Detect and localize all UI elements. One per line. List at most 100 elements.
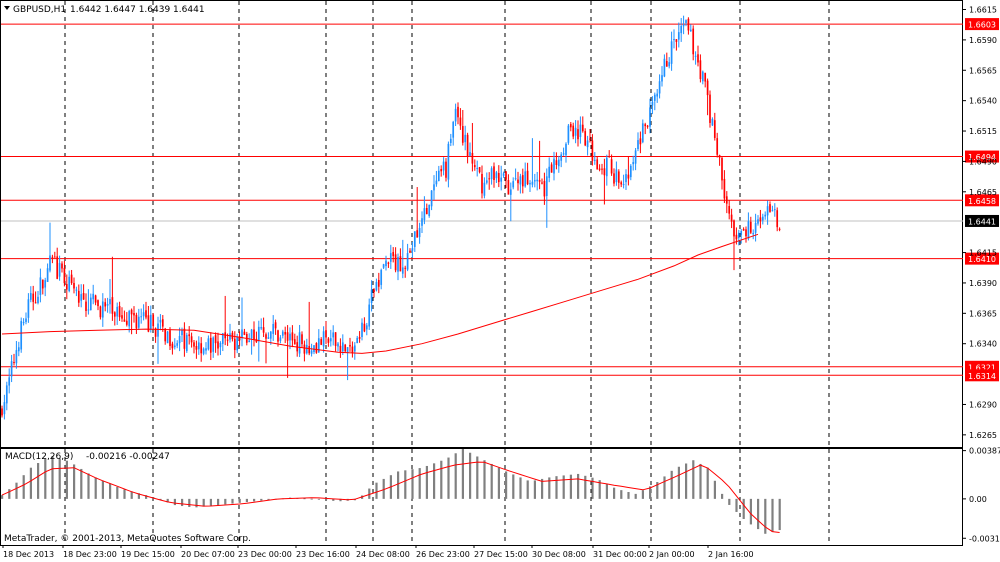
candle-body[interactable]: [8, 377, 11, 386]
macd-histogram-bar[interactable]: [130, 491, 133, 499]
candle-body[interactable]: [749, 221, 752, 233]
candle-body[interactable]: [745, 229, 747, 237]
candle-body[interactable]: [217, 341, 219, 349]
candle-body[interactable]: [711, 118, 714, 126]
macd-histogram-bar[interactable]: [533, 480, 536, 499]
candle-body[interactable]: [349, 344, 351, 347]
candle-body[interactable]: [286, 332, 289, 341]
candle-body[interactable]: [248, 340, 251, 343]
candle-body[interactable]: [497, 173, 500, 183]
macd-histogram-bar[interactable]: [231, 498, 234, 504]
macd-histogram-bar[interactable]: [569, 474, 572, 499]
candle-body[interactable]: [44, 280, 47, 288]
candle-body[interactable]: [65, 284, 68, 290]
candle-body[interactable]: [77, 290, 80, 303]
macd-histogram-bar[interactable]: [238, 498, 241, 503]
macd-histogram-bar[interactable]: [461, 449, 464, 499]
candle-body[interactable]: [185, 334, 188, 352]
macd-histogram-bar[interactable]: [548, 477, 551, 499]
candle-body[interactable]: [399, 256, 402, 272]
candle-body[interactable]: [361, 322, 363, 338]
candle-body[interactable]: [149, 314, 152, 330]
candle-body[interactable]: [212, 337, 215, 352]
candle-body[interactable]: [517, 179, 519, 184]
candle-body[interactable]: [675, 39, 678, 42]
candle-body[interactable]: [13, 361, 15, 363]
candle-body[interactable]: [757, 219, 759, 224]
candle-body[interactable]: [680, 25, 683, 34]
candle-body[interactable]: [526, 170, 529, 185]
candle-body[interactable]: [221, 333, 224, 344]
macd-histogram-bar[interactable]: [80, 468, 83, 499]
candle-body[interactable]: [620, 182, 623, 185]
candle-body[interactable]: [303, 344, 306, 354]
candle-body[interactable]: [142, 312, 145, 317]
candle-body[interactable]: [61, 263, 63, 269]
candle-body[interactable]: [553, 158, 555, 174]
macd-histogram-bar[interactable]: [476, 456, 479, 499]
candle-body[interactable]: [521, 175, 524, 187]
candle-body[interactable]: [68, 276, 71, 291]
candle-body[interactable]: [257, 326, 260, 342]
candle-body[interactable]: [368, 304, 371, 327]
candle-body[interactable]: [135, 314, 138, 329]
candle-body[interactable]: [166, 331, 169, 344]
candle-body[interactable]: [188, 334, 191, 337]
macd-histogram-bar[interactable]: [771, 498, 774, 532]
candle-body[interactable]: [380, 269, 383, 285]
candle-body[interactable]: [267, 337, 270, 339]
candle-body[interactable]: [562, 153, 565, 155]
candle-body[interactable]: [759, 217, 762, 222]
macd-histogram-bar[interactable]: [65, 460, 68, 499]
macd-histogram-bar[interactable]: [526, 480, 529, 499]
candle-body[interactable]: [769, 204, 771, 212]
candle-body[interactable]: [80, 294, 83, 301]
candle-body[interactable]: [557, 159, 560, 167]
candle-body[interactable]: [387, 262, 390, 264]
candle-body[interactable]: [603, 168, 606, 176]
macd-histogram-bar[interactable]: [764, 498, 767, 534]
candle-body[interactable]: [673, 38, 675, 41]
candle-body[interactable]: [207, 338, 210, 350]
macd-histogram-bar[interactable]: [44, 458, 47, 499]
candle-body[interactable]: [665, 61, 668, 67]
candle-body[interactable]: [197, 342, 200, 350]
candle-body[interactable]: [416, 230, 419, 238]
macd-histogram-bar[interactable]: [677, 466, 680, 499]
candle-body[interactable]: [89, 297, 92, 311]
candle-body[interactable]: [169, 330, 171, 347]
candle-body[interactable]: [713, 120, 716, 138]
candle-body[interactable]: [418, 227, 421, 238]
candle-body[interactable]: [421, 218, 423, 226]
macd-histogram-bar[interactable]: [692, 460, 695, 499]
candle-body[interactable]: [766, 206, 769, 216]
macd-histogram-bar[interactable]: [627, 492, 630, 499]
candle-body[interactable]: [627, 174, 630, 179]
macd-histogram-bar[interactable]: [109, 483, 112, 499]
candle-body[interactable]: [154, 328, 157, 337]
candle-body[interactable]: [250, 329, 253, 339]
candle-body[interactable]: [543, 180, 546, 197]
macd-histogram-bar[interactable]: [490, 463, 493, 499]
macd-histogram-bar[interactable]: [22, 475, 25, 499]
candle-body[interactable]: [25, 318, 27, 322]
candle-body[interactable]: [464, 134, 467, 143]
candle-body[interactable]: [449, 138, 452, 143]
candle-body[interactable]: [481, 173, 483, 194]
candle-body[interactable]: [577, 129, 579, 140]
candle-body[interactable]: [550, 164, 553, 173]
candle-body[interactable]: [423, 208, 426, 221]
candle-body[interactable]: [725, 196, 728, 204]
macd-histogram-bar[interactable]: [245, 498, 248, 503]
macd-histogram-bar[interactable]: [713, 480, 716, 499]
candle-body[interactable]: [478, 167, 481, 173]
candle-body[interactable]: [5, 385, 8, 404]
macd-histogram-bar[interactable]: [303, 498, 306, 500]
macd-histogram-bar[interactable]: [116, 486, 119, 499]
macd-histogram-bar[interactable]: [332, 498, 335, 501]
candle-body[interactable]: [46, 268, 49, 282]
candle-body[interactable]: [85, 301, 87, 311]
candle-body[interactable]: [730, 214, 733, 222]
moving-average-line[interactable]: [1, 233, 759, 354]
candle-body[interactable]: [109, 298, 111, 305]
